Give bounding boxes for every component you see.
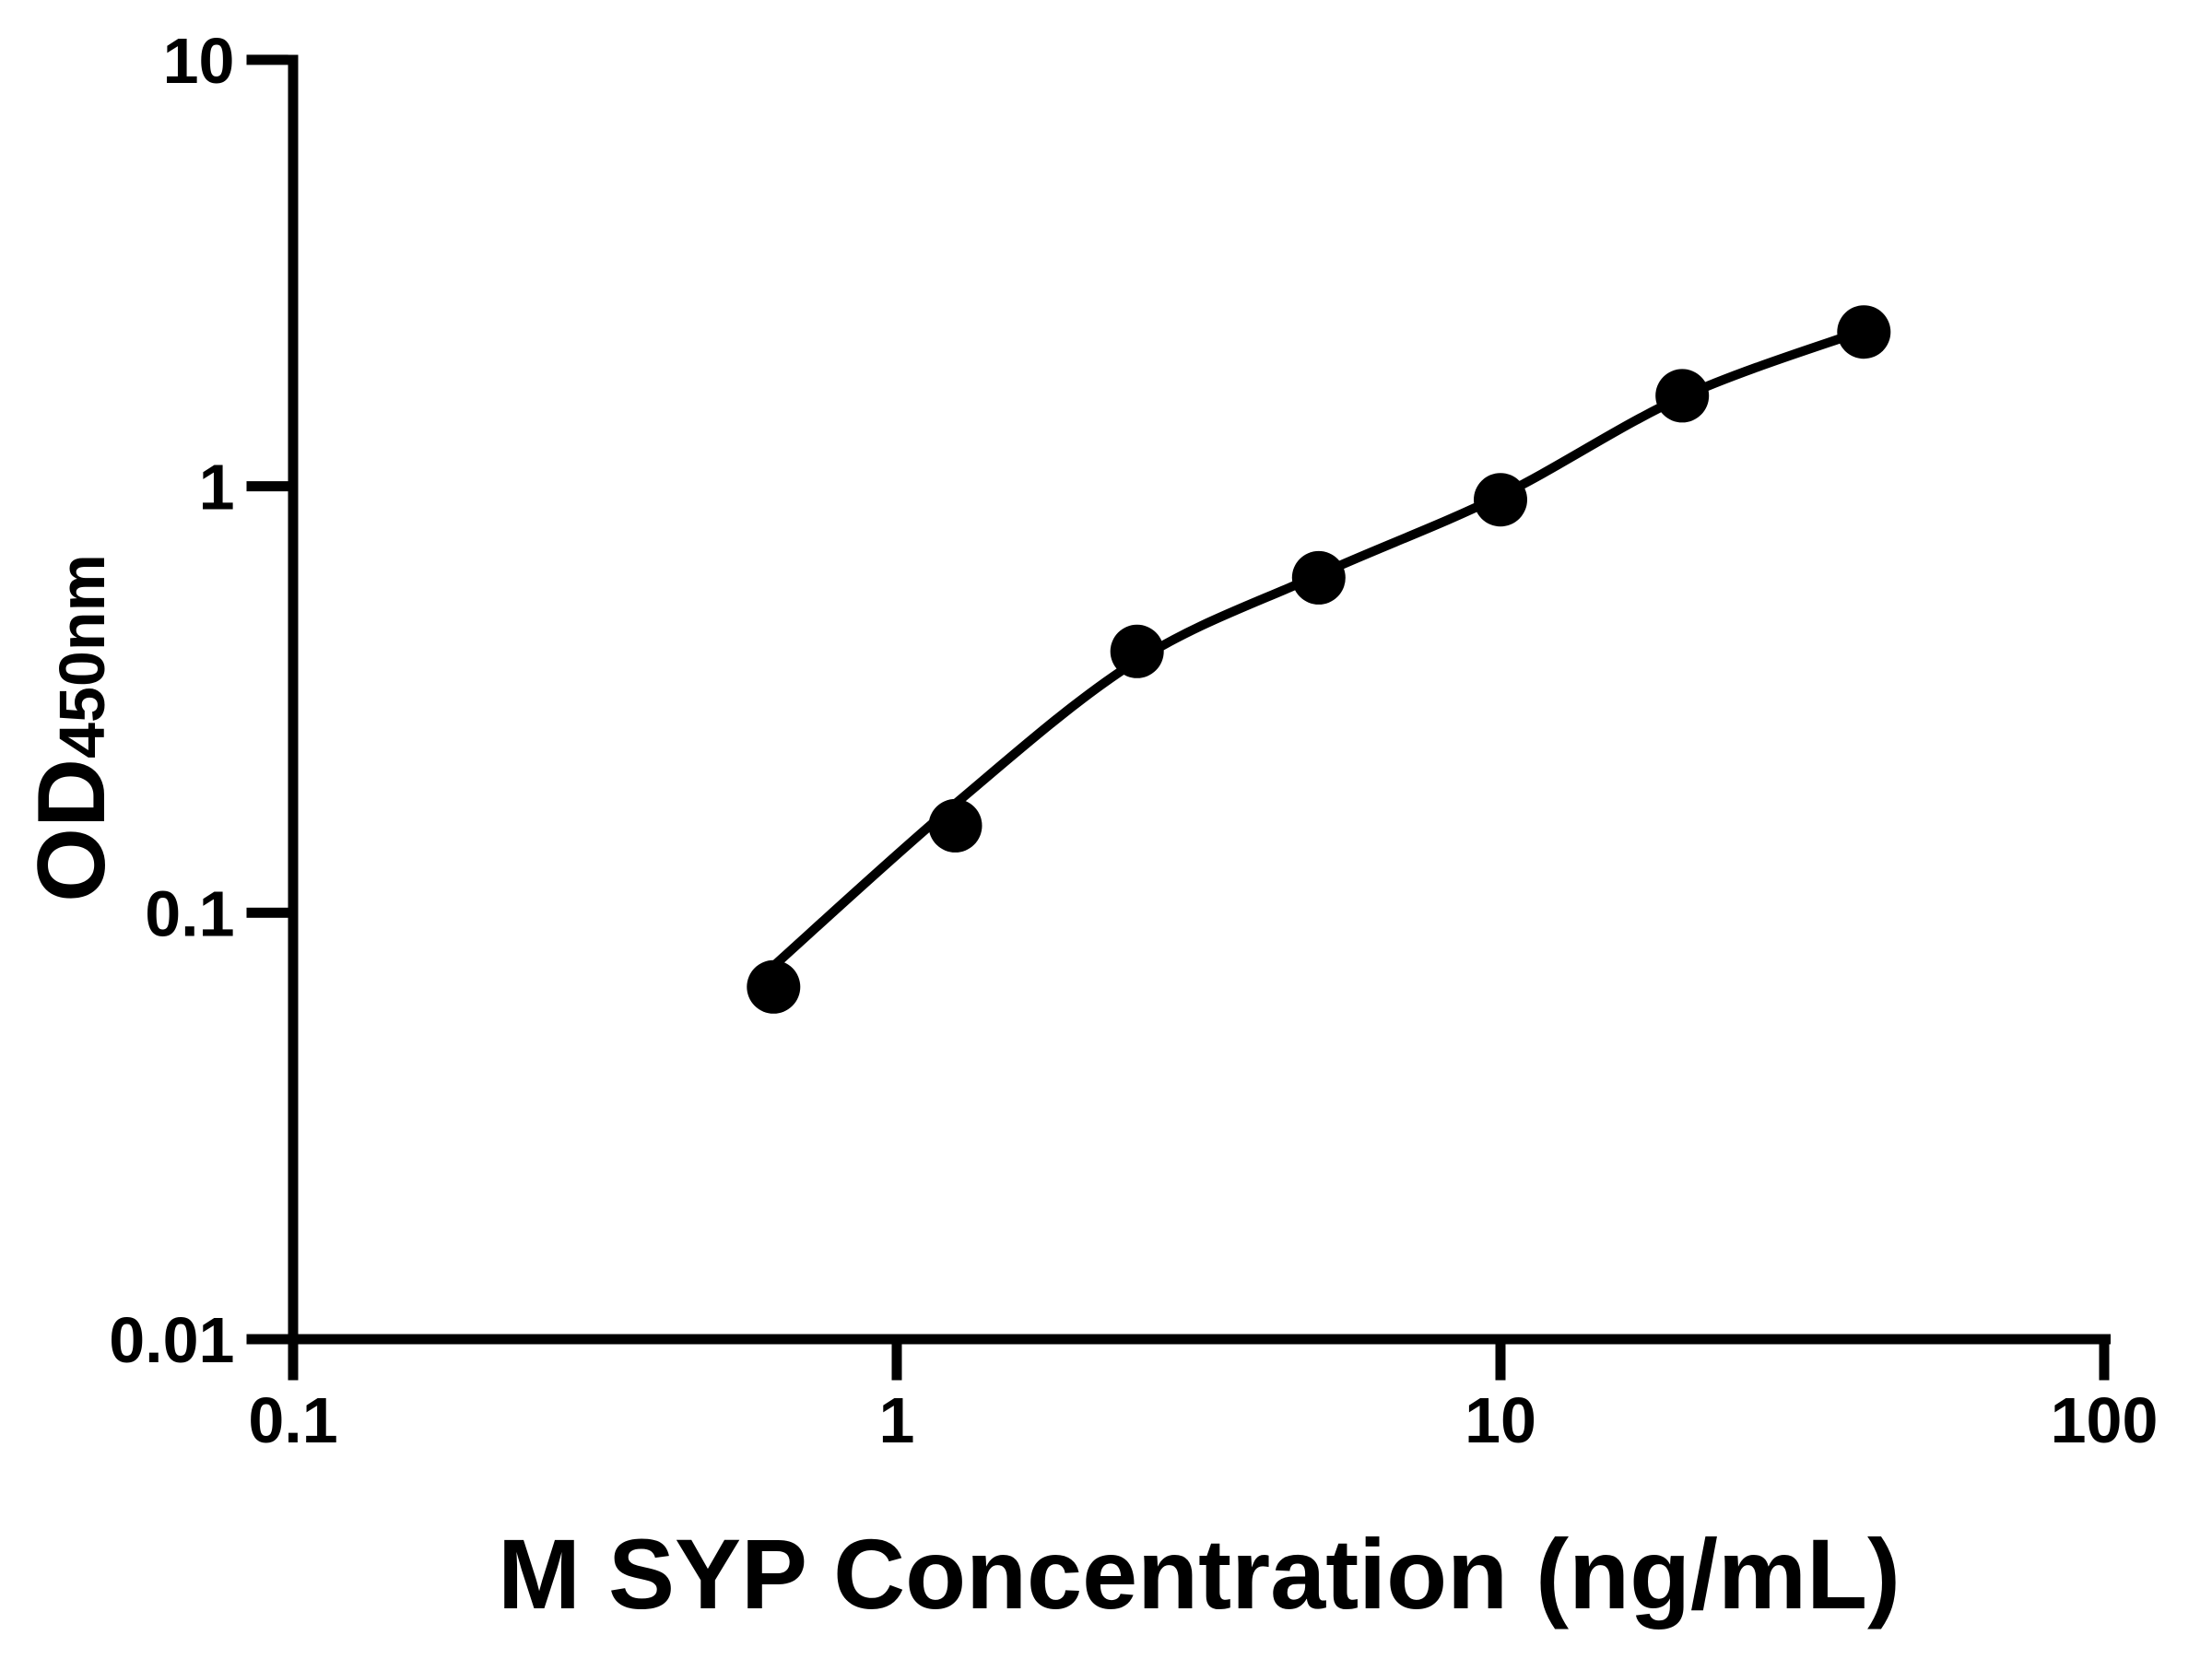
fit-curve [770, 325, 1866, 970]
y-axis-tick-label: 0.1 [145, 877, 234, 949]
x-axis-title: M SYP Concentration (ng/mL) [498, 1518, 1900, 1630]
x-axis-line [288, 1334, 2111, 1345]
data-point [1837, 305, 1891, 359]
x-axis-tick-label: 0.1 [248, 1384, 337, 1456]
axes-layer [246, 54, 2111, 1381]
x-axis-tick [1495, 1334, 1506, 1381]
data-point [1474, 473, 1527, 527]
y-axis-tick [246, 481, 288, 492]
x-axis-tick [288, 1334, 299, 1381]
y-axis-tick [246, 907, 288, 918]
y-axis-tick [246, 1334, 288, 1345]
x-axis-tick-label: 1 [879, 1384, 915, 1456]
x-axis-tick-label: 100 [2051, 1384, 2159, 1456]
data-point [1110, 624, 1164, 678]
y-axis-title-subscript: 450nm [46, 554, 118, 759]
data-point [1655, 369, 1710, 423]
y-axis-title-main: OD [18, 759, 125, 902]
x-axis-tick-label: 10 [1465, 1384, 1536, 1456]
y-axis-line [288, 54, 299, 1345]
fit-curve-layer [770, 325, 1866, 970]
data-point [747, 959, 801, 1014]
y-axis-tick [246, 54, 288, 65]
data-point [1291, 550, 1346, 605]
y-axis-title: OD450nm [18, 554, 125, 902]
data-point [928, 798, 982, 853]
y-axis-tick-label: 0.01 [109, 1304, 234, 1376]
x-axis-tick [2099, 1334, 2110, 1381]
y-axis-tick-label: 10 [163, 25, 235, 97]
y-axis-tick-label: 1 [199, 452, 235, 524]
data-points-layer [747, 305, 1891, 1014]
x-axis-tick [891, 1334, 902, 1381]
